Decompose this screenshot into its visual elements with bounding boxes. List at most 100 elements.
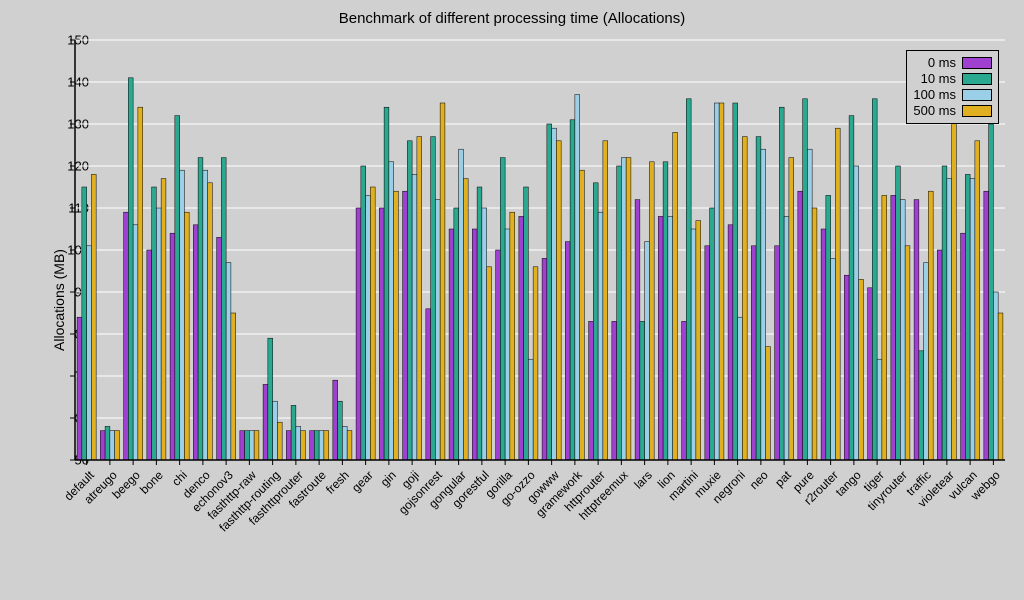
bar <box>128 78 133 460</box>
bar <box>245 431 250 460</box>
bar <box>849 116 854 460</box>
legend-label: 500 ms <box>913 103 956 119</box>
bar <box>691 229 696 460</box>
bar <box>612 321 617 460</box>
bar <box>505 229 510 460</box>
bar <box>152 187 157 460</box>
bar <box>77 317 82 460</box>
bar <box>868 288 873 460</box>
legend-item: 500 ms <box>913 103 992 119</box>
bar <box>565 242 570 460</box>
legend-label: 100 ms <box>913 87 956 103</box>
bar <box>333 380 338 460</box>
bar <box>696 221 701 460</box>
bar <box>459 149 464 460</box>
bar <box>649 162 654 460</box>
bar <box>580 170 585 460</box>
bar <box>379 208 384 460</box>
bar <box>138 107 143 460</box>
bar <box>751 246 756 460</box>
bar <box>384 107 389 460</box>
bar <box>193 225 198 460</box>
bar <box>319 431 324 460</box>
bar <box>821 229 826 460</box>
bar <box>338 401 343 460</box>
x-tick-label: neo <box>747 468 771 492</box>
bar <box>784 216 789 460</box>
legend-label: 0 ms <box>928 55 956 71</box>
bar <box>905 246 910 460</box>
bar <box>593 183 598 460</box>
bar <box>203 170 208 460</box>
bar <box>835 128 840 460</box>
bar <box>914 200 919 460</box>
bar <box>366 195 371 460</box>
bar <box>942 166 947 460</box>
legend-item: 0 ms <box>913 55 992 71</box>
bar <box>635 200 640 460</box>
bar <box>900 200 905 460</box>
bar <box>663 162 668 460</box>
legend-swatch <box>962 73 992 85</box>
bar <box>310 431 315 460</box>
bar <box>789 158 794 460</box>
bar <box>803 99 808 460</box>
legend-item: 10 ms <box>913 71 992 87</box>
bar <box>547 124 552 460</box>
bar <box>528 359 533 460</box>
bar <box>361 166 366 460</box>
bar <box>403 191 408 460</box>
bar <box>412 174 417 460</box>
bar <box>221 158 226 460</box>
bar <box>854 166 859 460</box>
bar <box>621 158 626 460</box>
bar <box>347 431 352 460</box>
x-tick-label: tango <box>833 468 864 499</box>
bar <box>273 401 278 460</box>
bar <box>226 263 231 460</box>
legend: 0 ms10 ms100 ms500 ms <box>906 50 999 124</box>
bar <box>249 431 254 460</box>
x-tick-label: lars <box>631 468 655 492</box>
bar <box>133 225 138 460</box>
bar <box>891 195 896 460</box>
bar <box>896 166 901 460</box>
bar <box>124 212 129 460</box>
bar <box>733 103 738 460</box>
bar <box>872 99 877 460</box>
bar <box>552 128 557 460</box>
bar <box>937 250 942 460</box>
bar <box>989 124 994 460</box>
bar <box>812 208 817 460</box>
bar <box>394 191 399 460</box>
bar <box>314 431 319 460</box>
bar <box>682 321 687 460</box>
bar <box>231 313 236 460</box>
bar <box>924 263 929 460</box>
bar <box>370 187 375 460</box>
bar <box>105 426 110 460</box>
bar <box>761 149 766 460</box>
bar <box>859 279 864 460</box>
bar <box>645 242 650 460</box>
bar <box>147 250 152 460</box>
bar <box>961 233 966 460</box>
bar <box>100 431 105 460</box>
bar <box>463 179 468 460</box>
legend-item: 100 ms <box>913 87 992 103</box>
legend-swatch <box>962 57 992 69</box>
bar <box>301 431 306 460</box>
x-tick-label: fresh <box>324 468 353 497</box>
bar <box>156 208 161 460</box>
bar <box>184 212 189 460</box>
bar <box>998 313 1003 460</box>
bar <box>510 212 515 460</box>
bar <box>170 233 175 460</box>
bar <box>407 141 412 460</box>
bar <box>356 208 361 460</box>
x-tick-label: gear <box>349 468 376 495</box>
bar <box>389 162 394 460</box>
bar <box>342 426 347 460</box>
bar <box>570 120 575 460</box>
bar <box>449 229 454 460</box>
